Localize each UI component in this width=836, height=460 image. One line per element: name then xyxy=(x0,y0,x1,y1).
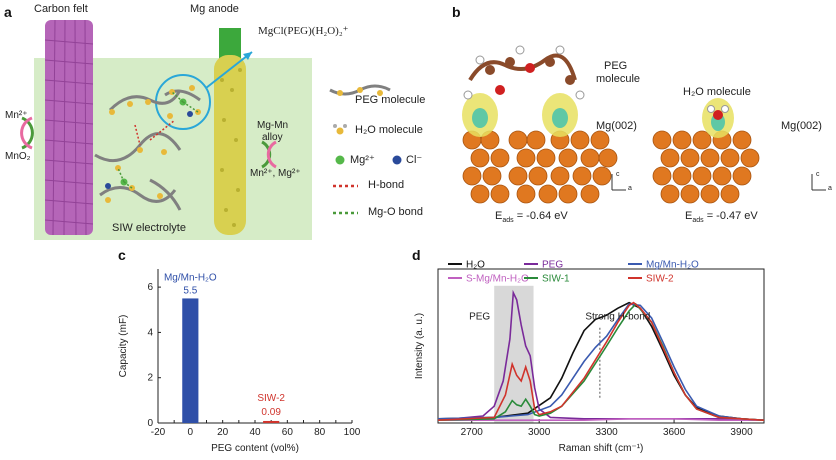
surface-right-label: Mg(002) xyxy=(781,120,822,132)
mg-slab-right xyxy=(652,130,760,204)
ions xyxy=(105,98,193,189)
x-tick-label: 3900 xyxy=(730,427,753,438)
h2o-molecules xyxy=(105,85,201,203)
eads-left: Eads = -0.64 eV xyxy=(495,210,568,225)
x-tick-label: -20 xyxy=(151,427,166,438)
y-tick-label: 0 xyxy=(147,418,153,429)
right-cycle-arrows xyxy=(261,140,277,169)
axis-indicator-left xyxy=(611,174,626,191)
electrolyte-label: SIW electrolyte xyxy=(112,222,186,234)
axis-a-right: a xyxy=(828,185,832,192)
mgo-bond-lines xyxy=(117,91,199,189)
h2o-density-blob xyxy=(702,98,734,138)
x-tick-label: 3600 xyxy=(663,427,686,438)
legend-label-2: Mg/Mn-H₂O xyxy=(646,260,699,271)
legend-peg-label: PEG molecule xyxy=(355,94,426,106)
x-tick-label: 20 xyxy=(217,427,229,438)
mg-anode-label: Mg anode xyxy=(190,3,239,15)
axis-c-right: c xyxy=(816,171,820,178)
legend-label-3: S-Mg/Mn-H₂O xyxy=(466,274,529,285)
x-axis-label: Raman shift (cm⁻¹) xyxy=(559,443,644,454)
legend-cl-label: Cl⁻ xyxy=(406,154,423,166)
alloy-label-line1: Mg-Mn xyxy=(257,120,289,131)
complex-formula: MgCl(PEG)(H₂O)₂⁺ xyxy=(258,25,349,37)
y-axis-label: Intensity (a. u.) xyxy=(414,313,425,379)
bar-1 xyxy=(263,420,280,423)
x-tick-label: 60 xyxy=(282,427,294,438)
legend-label-5: SIW-2 xyxy=(646,274,674,285)
axis-indicator-right xyxy=(811,174,826,191)
panel-b-dft-render xyxy=(462,45,826,204)
carbon-felt-electrode xyxy=(44,19,94,236)
x-tick-label: 40 xyxy=(249,427,261,438)
strong-hbond-label: Strong H-bond xyxy=(585,311,650,322)
y-tick-label: 4 xyxy=(147,327,153,338)
mno2-label: MnO₂ xyxy=(5,151,31,162)
surface-left-label: Mg(002) xyxy=(596,120,637,132)
legend-cl-dot xyxy=(392,155,402,165)
legend-label-0: H₂O xyxy=(466,260,485,271)
axis-c-left: c xyxy=(616,171,620,178)
legend-hbond-label: H-bond xyxy=(368,179,405,191)
y-tick-label: 6 xyxy=(147,282,153,293)
x-tick-label: 100 xyxy=(344,427,361,438)
panel-a-letter: a xyxy=(4,4,12,20)
peg-label-line2: molecule xyxy=(596,73,641,85)
hbond-lines xyxy=(134,119,176,146)
series-line-2 xyxy=(437,303,765,421)
x-tick-label: 0 xyxy=(188,427,194,438)
x-tick-label: 3300 xyxy=(595,427,618,438)
carbon-felt-label: Carbon felt xyxy=(34,3,88,15)
panel-b-letter: b xyxy=(452,4,461,20)
mn2-label: Mn²⁺ xyxy=(5,110,28,121)
peg-label-line1: PEG xyxy=(604,60,628,72)
left-cycle-arrows xyxy=(20,116,34,150)
bar-value-label-1: 0.09 xyxy=(261,407,281,418)
y-tick-label: 2 xyxy=(147,373,153,384)
ions-right-label: Mn²⁺, Mg²⁺ xyxy=(250,168,301,179)
series-line-5 xyxy=(437,301,765,421)
x-axis-label: PEG content (vol%) xyxy=(211,443,299,454)
series-line-3 xyxy=(438,418,764,421)
bar-value-label-0: 5.5 xyxy=(183,285,197,296)
legend-mg-dot xyxy=(335,155,345,165)
mg-anode-rod xyxy=(214,28,246,235)
x-tick-label: 80 xyxy=(314,427,326,438)
legend-h2o-glyph xyxy=(333,124,347,135)
x-tick-label: 3000 xyxy=(528,427,551,438)
raman-spectra-chart: 2700 3000 3300 3600 3900 H₂O PEG Mg/Mn-H₂O S-Mg/… xyxy=(414,260,765,454)
legend-label-4: SIW-1 xyxy=(542,274,570,285)
plot-frame xyxy=(437,268,765,424)
h2o-molecule-label: H₂O molecule xyxy=(683,86,751,98)
peg-molecule-atoms xyxy=(463,45,585,100)
bar-0 xyxy=(182,298,199,423)
bar-name-label-1: SIW-2 xyxy=(257,393,285,404)
bar-name-label-0: Mg/Mn-H₂O xyxy=(164,272,217,283)
panel-d-letter: d xyxy=(412,247,421,263)
axis-a-left: a xyxy=(628,185,632,192)
legend-h2o-label: H₂O molecule xyxy=(355,124,423,136)
complex-arrow xyxy=(205,51,253,89)
eads-right: Eads = -0.47 eV xyxy=(685,210,758,225)
x-tick-label: 2700 xyxy=(461,427,484,438)
legend-mg-label: Mg²⁺ xyxy=(350,154,375,166)
alloy-label-line2: alloy xyxy=(262,132,283,143)
legend-mgo-label: Mg-O bond xyxy=(368,206,424,218)
peg-region-label: PEG xyxy=(469,311,490,322)
panel-a-schematic xyxy=(20,19,402,240)
panel-c-letter: c xyxy=(118,247,126,263)
legend-label-1: PEG xyxy=(542,260,563,271)
mg-slab-left xyxy=(462,130,618,204)
y-axis-label: Capacity (mF) xyxy=(118,315,129,378)
